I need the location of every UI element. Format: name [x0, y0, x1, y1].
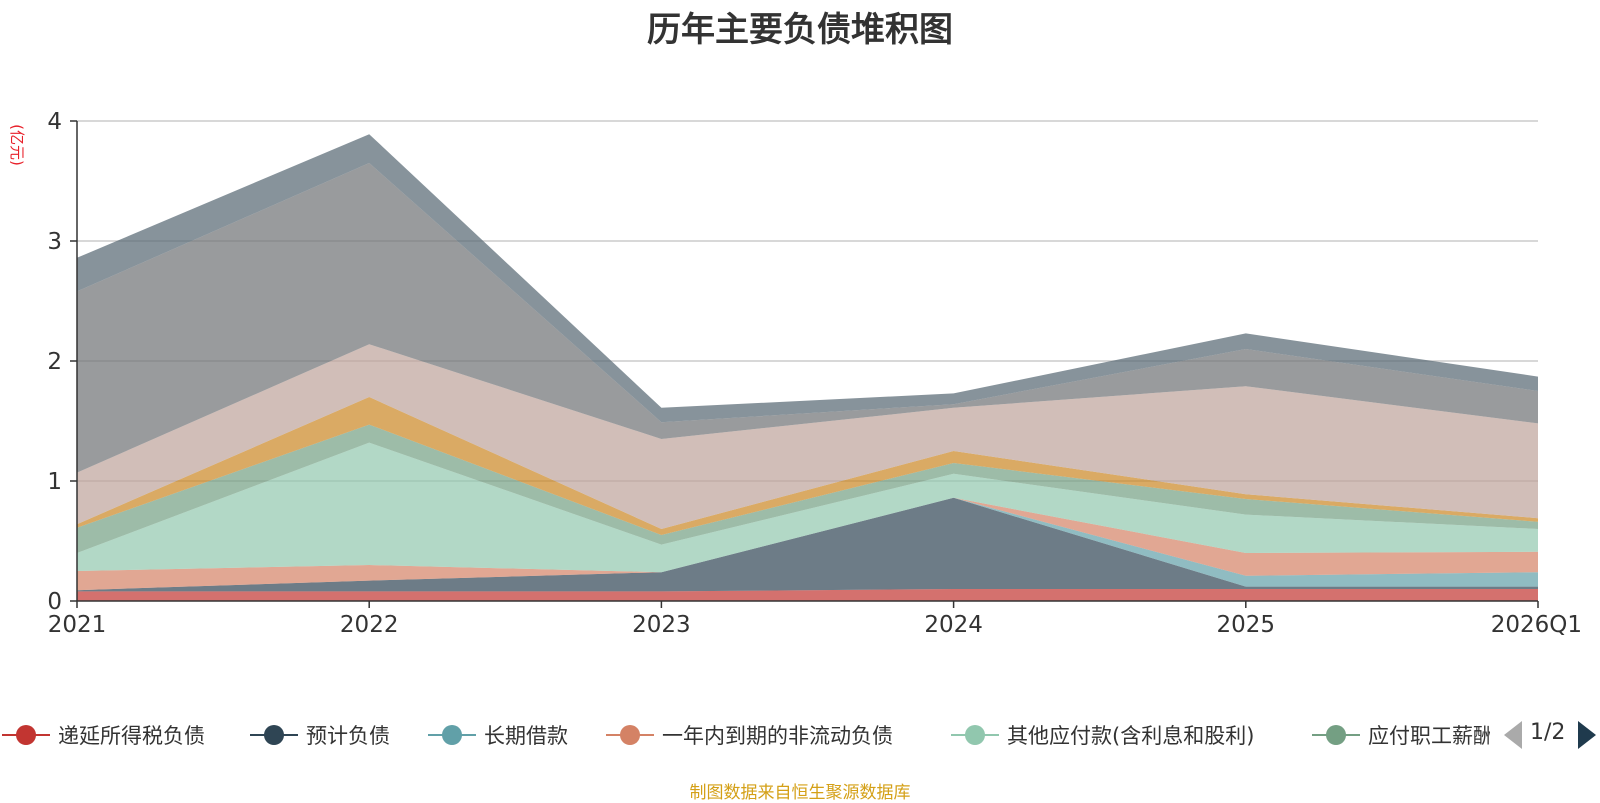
legend-next-page-icon[interactable] — [1578, 721, 1596, 749]
area-series-9[interactable] — [77, 134, 1538, 423]
stacked-area-chart: 0 1 2 3 4 2021 2022 2023 2024 2025 2026Q1 (亿元) — [8, 109, 1582, 638]
legend-item[interactable]: 应付职工薪酬 — [1310, 718, 1490, 752]
y-axis-unit-label: (亿元) — [8, 124, 26, 166]
chart-legend: 递延所得税负债 预计负债 长期借款 一年内到期的非流动负债 其他应付款(含利息和股利) 应… — [0, 718, 1600, 752]
y-tick-label: 2 — [47, 349, 62, 375]
legend-items: 递延所得税负债 预计负债 长期借款 一年内到期的非流动负债 其他应付款(含利息和股利) 应… — [0, 718, 1490, 752]
area-series — [77, 134, 1538, 601]
legend-marker-icon — [1310, 718, 1362, 752]
area-series-1[interactable] — [77, 497, 1538, 592]
area-series-7[interactable] — [77, 344, 1538, 529]
legend-label: 递延所得税负债 — [58, 724, 205, 748]
area-series-3[interactable] — [77, 497, 1538, 591]
y-tick-label: 3 — [47, 229, 62, 255]
area-series-8[interactable] — [77, 163, 1538, 473]
axes: 0 1 2 3 4 2021 2022 2023 2024 2025 2026Q1 — [47, 109, 1582, 638]
x-tick-label: 2021 — [48, 612, 107, 638]
legend-label: 预计负债 — [306, 724, 390, 748]
legend-label: 其他应付款(含利息和股利) — [1007, 724, 1255, 748]
area-series-6[interactable] — [77, 397, 1538, 535]
y-tick-label: 0 — [47, 589, 62, 615]
x-tick-label: 2023 — [632, 612, 691, 638]
area-series-5[interactable] — [77, 424, 1538, 553]
x-tick-label: 2022 — [340, 612, 399, 638]
legend-pager: 1/2 — [1500, 718, 1600, 752]
legend-page-indicator: 1/2 — [1530, 720, 1566, 745]
legend-label: 长期借款 — [484, 724, 568, 748]
legend-marker-icon — [604, 718, 656, 752]
data-source-note: 制图数据来自恒生聚源数据库 — [689, 783, 911, 803]
legend-item[interactable]: 递延所得税负债 — [0, 718, 205, 752]
x-tick-label: 2026Q1 — [1491, 612, 1582, 638]
area-series-2[interactable] — [77, 497, 1538, 591]
legend-marker-icon — [248, 718, 300, 752]
legend-prev-page-icon[interactable] — [1504, 721, 1522, 749]
legend-item[interactable]: 预计负债 — [248, 718, 390, 752]
legend-marker-icon — [426, 718, 478, 752]
legend-marker-icon — [949, 718, 1001, 752]
area-series-0[interactable] — [77, 589, 1538, 601]
legend-label: 一年内到期的非流动负债 — [662, 724, 893, 748]
x-tick-label: 2025 — [1217, 612, 1276, 638]
y-tick-label: 4 — [47, 109, 62, 135]
legend-item[interactable]: 长期借款 — [426, 718, 568, 752]
chart-title: 历年主要负债堆积图 — [647, 10, 953, 50]
legend-item[interactable]: 一年内到期的非流动负债 — [604, 718, 893, 752]
legend-item[interactable]: 其他应付款(含利息和股利) — [949, 718, 1254, 752]
legend-marker-icon — [0, 718, 52, 752]
y-tick-label: 1 — [47, 469, 62, 495]
legend-label: 应付职工薪酬 — [1368, 724, 1490, 748]
x-tick-label: 2024 — [924, 612, 983, 638]
area-series-4[interactable] — [77, 442, 1538, 573]
